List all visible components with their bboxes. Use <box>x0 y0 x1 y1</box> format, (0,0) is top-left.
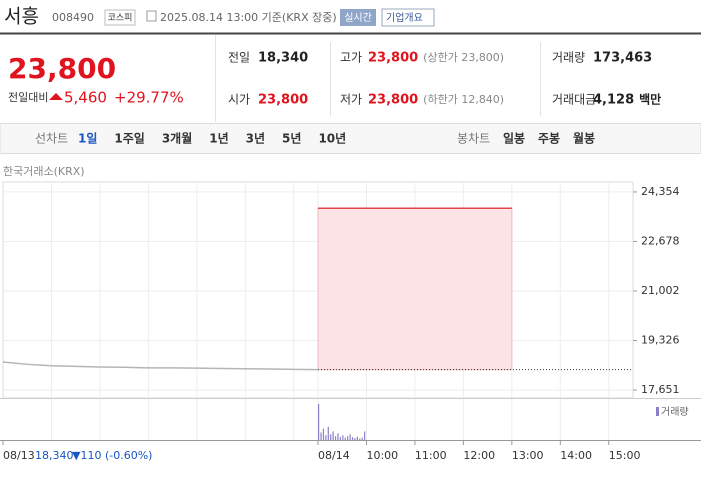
y-tick-label: 19,326 <box>641 333 680 346</box>
volume-bar <box>344 437 346 440</box>
price-line <box>2 361 319 371</box>
volume-bar <box>332 431 334 440</box>
volume-bar <box>327 426 329 440</box>
prev-close: 18,340 <box>35 449 74 462</box>
stat-label: 저가 <box>340 93 362 107</box>
tab-group-label: 봉차트 <box>457 132 490 146</box>
stock-code: 008490 <box>52 11 94 24</box>
x-tick-label: 08/14 <box>318 449 350 462</box>
y-tick-label: 17,651 <box>641 383 680 396</box>
tab[interactable]: 10년 <box>318 132 346 146</box>
x-tick-label: 15:00 <box>609 449 641 462</box>
company-info[interactable]: 기업개요 <box>386 11 423 24</box>
volume-bar <box>330 434 332 440</box>
stat-note: (상한가 23,800) <box>423 51 504 64</box>
market-badge <box>104 9 136 26</box>
x-tick-label: 13:00 <box>512 449 544 462</box>
change: 5,460 <box>64 89 107 107</box>
volume-bar <box>349 434 351 440</box>
volume-bar <box>339 437 342 440</box>
price: 23,800 <box>8 52 116 85</box>
stat-label: 거래량 <box>552 51 585 65</box>
source: 한국거래소(KRX) <box>3 165 85 178</box>
tab[interactable]: 5년 <box>282 132 301 146</box>
volume-bar <box>322 428 325 440</box>
realtime[interactable]: 실시간 <box>344 12 372 24</box>
tab[interactable]: 3년 <box>246 132 265 146</box>
company-info-button[interactable] <box>381 8 435 27</box>
tab[interactable]: 1년 <box>209 132 228 146</box>
x-tick-label: 12:00 <box>463 449 495 462</box>
x-tick-label: 11:00 <box>415 449 447 462</box>
stat-note: (하한가 12,840) <box>423 92 504 106</box>
stat-value: 23,800 <box>368 93 418 108</box>
volume-bar <box>361 437 363 440</box>
volume-bar <box>347 436 349 440</box>
volume-bar <box>342 435 344 440</box>
stat-label: 거래대금 <box>552 93 596 107</box>
y-tick-label: 22,678 <box>641 234 680 247</box>
legend-label: 거래량 <box>661 406 689 418</box>
stock-name: 서흥 <box>4 6 39 28</box>
market: 코스피 <box>108 13 133 24</box>
timestamp: 2025.08.14 13:00 기준(KRX 장중) <box>160 11 337 24</box>
volume-bar <box>318 403 320 440</box>
x-tick-label: 08/13 <box>3 449 35 462</box>
stat-label: 전일 <box>228 51 250 65</box>
volume-bar <box>325 435 327 440</box>
stat-value: 23,800 <box>368 51 418 66</box>
stat-value: 4,128 <box>593 93 634 108</box>
x-tick-label: 14:00 <box>560 449 592 462</box>
volume-bar <box>337 433 339 440</box>
stat-label: 고가 <box>340 51 362 65</box>
y-tick-label: 24,354 <box>641 185 680 198</box>
volume-bar <box>359 438 361 440</box>
change-label: 전일대비 <box>8 90 48 104</box>
volume-bar <box>320 432 322 440</box>
tab[interactable]: 월봉 <box>573 131 595 146</box>
volume-bar <box>354 438 356 440</box>
stat-label: 시가 <box>228 93 250 107</box>
realtime-badge[interactable] <box>340 9 376 26</box>
calendar-icon <box>146 10 157 22</box>
legend-swatch <box>656 407 659 416</box>
area <box>317 207 513 371</box>
tab-bar <box>0 123 701 154</box>
prev-change: ▼110 (-0.60%) <box>72 449 152 462</box>
volume-bar <box>351 437 354 440</box>
tab[interactable]: 3개월 <box>162 131 192 146</box>
change-rate: +29.77% <box>114 89 184 107</box>
stat-unit: 백만 <box>639 92 661 107</box>
volume-bar <box>364 431 366 440</box>
up-arrow <box>49 93 63 100</box>
tab[interactable]: 1일 <box>78 132 97 146</box>
stat-value: 23,800 <box>258 93 308 108</box>
tab[interactable]: 일봉 <box>503 132 525 146</box>
tab-group-label: 선차트 <box>35 132 68 146</box>
tab[interactable]: 1주일 <box>114 132 144 146</box>
stat-value: 18,340 <box>258 51 308 66</box>
stat-value: 173,463 <box>593 51 652 66</box>
tab[interactable]: 주봉 <box>538 132 560 146</box>
y-tick-label: 21,002 <box>641 284 680 297</box>
volume-bar <box>356 436 358 440</box>
volume-bar <box>334 436 337 440</box>
x-tick-label: 10:00 <box>366 449 398 462</box>
